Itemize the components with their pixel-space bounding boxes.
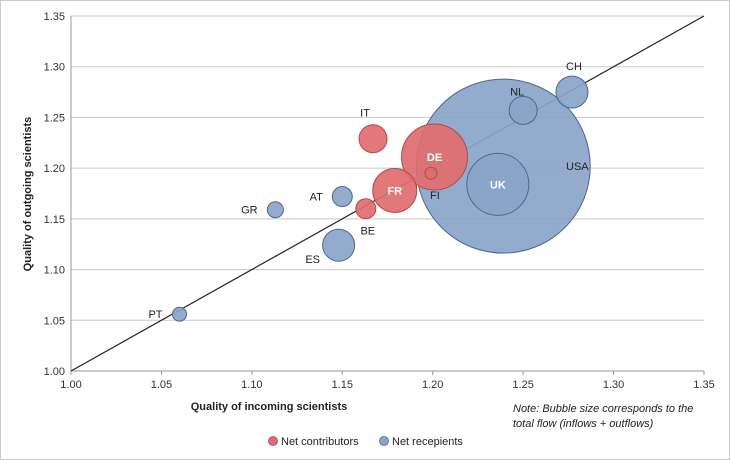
x-axis-title: Quality of incoming scientists	[191, 401, 347, 413]
x-tick-label: 1.35	[693, 379, 714, 391]
bubble-label-de: DE	[427, 152, 442, 164]
x-tick-label: 1.30	[603, 379, 624, 391]
bubbles	[172, 75, 591, 322]
bubble-label-at: AT	[310, 192, 324, 204]
x-tick-label: 1.00	[60, 379, 81, 391]
bubble-it	[358, 124, 388, 154]
bubble-de	[401, 123, 469, 191]
bubble-ch	[555, 75, 589, 109]
bubble-fr	[372, 167, 418, 213]
bubble-uk	[466, 152, 530, 216]
x-tick-label: 1.25	[512, 379, 533, 391]
y-tick-label: 1.35	[44, 11, 65, 23]
x-tick-label: 1.20	[422, 379, 443, 391]
legend-label-net-contributors: Net contributors	[281, 436, 359, 448]
bubble-label-usa: USA	[566, 161, 589, 173]
bubble-label-ch: CH	[566, 61, 582, 73]
bubble-label-it: IT	[360, 108, 370, 120]
x-tick-label: 1.05	[151, 379, 172, 391]
bubble-label-fi: FI	[430, 190, 440, 202]
bubble-gr	[266, 201, 284, 219]
axes: 1.00 1.05 1.10 1.15 1.20 1.25 1.30 1.35 1.00 1.05…	[44, 11, 715, 391]
x-tick-label: 1.15	[332, 379, 353, 391]
bubble-nl	[508, 95, 538, 125]
gridlines	[71, 15, 704, 321]
bubble-at	[331, 186, 353, 208]
y-tick-label: 1.30	[44, 62, 65, 74]
legend-marker-net-contributors	[268, 436, 278, 446]
bubble-label-es: ES	[305, 254, 320, 266]
bubble-label-nl: NL	[510, 86, 524, 98]
y-tick-label: 1.25	[44, 112, 65, 124]
x-tick-label: 1.10	[241, 379, 262, 391]
bubble-labels: USA DE UK FR CH ES IT NL BE AT GR PT FI	[148, 61, 589, 321]
bubble-pt	[172, 306, 188, 322]
bubble-label-gr: GR	[241, 205, 258, 217]
y-tick-label: 1.20	[44, 163, 65, 175]
legend-label-net-recepients: Net recepients	[392, 436, 463, 448]
y-tick-label: 1.15	[44, 214, 65, 226]
bubble-es	[322, 228, 356, 262]
bubble-label-be: BE	[360, 226, 375, 238]
note-line-1: Note: Bubble size corresponds to the	[513, 403, 693, 415]
y-tick-label: 1.10	[44, 265, 65, 277]
legend: Net contributors Net recepients	[268, 436, 463, 448]
y-axis-title: Quality of outgoing scientists	[22, 117, 34, 272]
bubble-fi	[424, 166, 438, 180]
y-tick-label: 1.00	[44, 366, 65, 378]
bubble-be	[355, 198, 377, 220]
note-line-2: total flow (inflows + outflows)	[513, 418, 654, 430]
bubble-label-pt: PT	[148, 309, 162, 321]
bubble-label-fr: FR	[387, 185, 402, 197]
y-tick-label: 1.05	[44, 315, 65, 327]
legend-marker-net-recepients	[379, 436, 389, 446]
bubble-label-uk: UK	[490, 179, 506, 191]
